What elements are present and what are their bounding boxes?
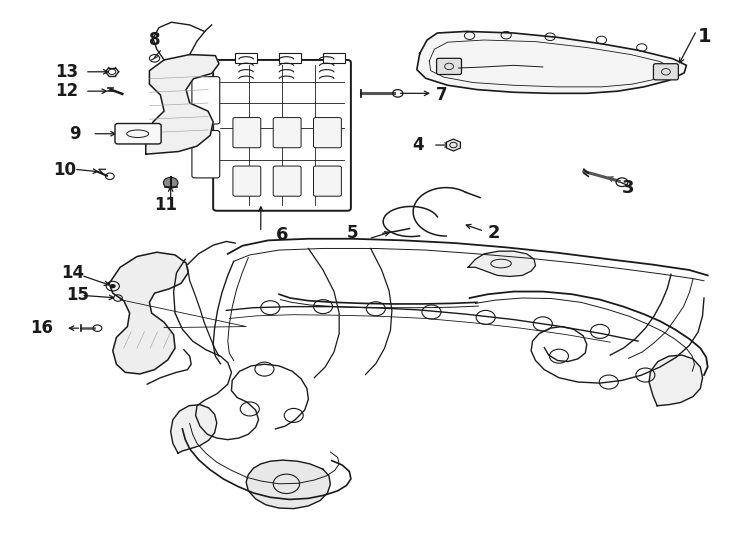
FancyBboxPatch shape [313,166,341,196]
Text: 7: 7 [436,86,448,105]
Text: 15: 15 [67,286,90,305]
FancyBboxPatch shape [273,166,301,196]
Circle shape [164,177,178,188]
Text: 9: 9 [69,125,81,143]
Text: 6: 6 [275,226,288,244]
FancyBboxPatch shape [273,118,301,148]
Polygon shape [171,404,217,453]
Text: 10: 10 [54,161,76,179]
Text: 12: 12 [55,82,78,100]
Text: 1: 1 [697,26,711,45]
FancyBboxPatch shape [437,58,462,75]
FancyBboxPatch shape [115,124,161,144]
Polygon shape [109,252,188,374]
FancyBboxPatch shape [233,166,261,196]
Text: 8: 8 [149,31,160,49]
FancyBboxPatch shape [192,77,219,124]
Polygon shape [446,139,460,151]
Polygon shape [246,460,330,509]
Polygon shape [146,55,219,154]
Text: 4: 4 [413,136,424,154]
Text: 3: 3 [622,179,634,197]
FancyBboxPatch shape [192,131,219,178]
Circle shape [110,284,116,288]
Bar [279,53,301,63]
Text: 14: 14 [61,264,84,282]
Text: 5: 5 [346,225,358,242]
Bar [323,53,345,63]
FancyBboxPatch shape [653,64,678,80]
Polygon shape [468,251,536,276]
FancyBboxPatch shape [233,118,261,148]
FancyBboxPatch shape [213,60,351,211]
FancyBboxPatch shape [313,118,341,148]
Text: 16: 16 [30,319,53,337]
Bar [235,53,257,63]
Polygon shape [649,355,702,406]
Polygon shape [417,31,686,93]
Text: 11: 11 [155,197,178,214]
Text: 13: 13 [55,63,78,81]
Text: 2: 2 [487,225,500,242]
